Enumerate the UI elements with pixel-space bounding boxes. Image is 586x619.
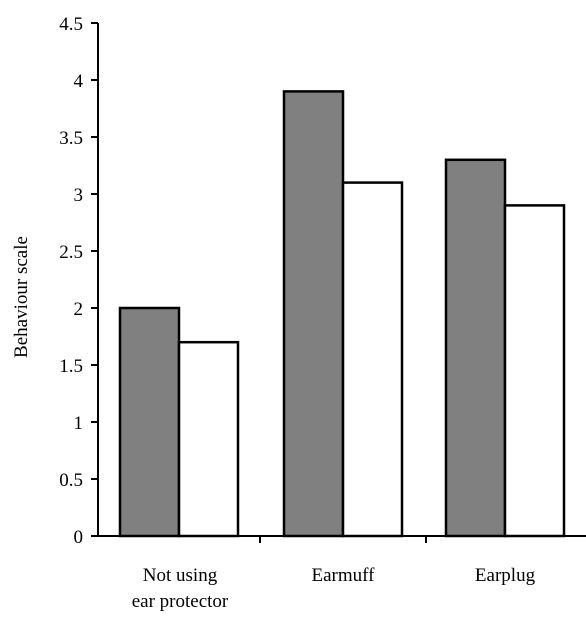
y-tick-label: 1: [74, 413, 84, 434]
x-category-label: Earplug: [475, 565, 536, 586]
y-tick-label: 3.5: [59, 128, 83, 149]
x-category-label: Not using: [143, 565, 218, 586]
bar-series-2: [177, 340, 240, 538]
bar-series-1: [444, 158, 507, 538]
bar-series-2: [503, 204, 566, 538]
y-tick-label: 2.5: [59, 242, 83, 263]
x-category-label: ear protector: [132, 591, 229, 612]
y-tick-label: 1.5: [59, 356, 83, 377]
bar-series-1: [118, 306, 181, 538]
axes: [97, 23, 586, 543]
bars: [118, 90, 566, 538]
category-labels: Not using ear protector Earmuff Earplug: [132, 565, 536, 612]
x-category-label: Earmuff: [312, 565, 376, 586]
y-tick-label: 0: [74, 527, 84, 548]
bar-series-2: [341, 181, 404, 538]
bar-series-1: [282, 90, 345, 538]
y-tick-label: 2: [74, 299, 84, 320]
y-tick-label: 0.5: [59, 470, 83, 491]
y-axis-title: Behaviour scale: [11, 236, 32, 358]
y-tick-label: 4.5: [59, 14, 83, 35]
y-axis-ticks: 0 0.5 1 1.5 2 2.5 3 3.5 4 4.5: [59, 14, 98, 548]
y-tick-label: 3: [74, 185, 84, 206]
y-tick-label: 4: [74, 71, 84, 92]
